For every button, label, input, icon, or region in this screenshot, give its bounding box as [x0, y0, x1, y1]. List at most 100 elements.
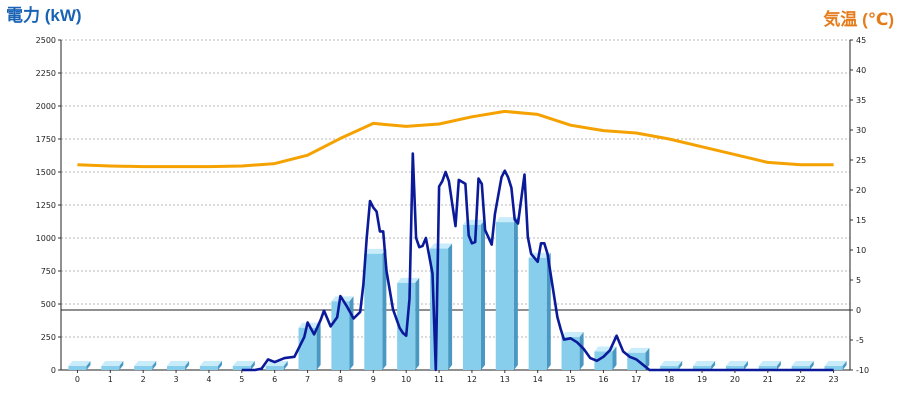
- bar: [199, 361, 222, 370]
- y2-tick-label: 35: [856, 96, 866, 105]
- y2-tick-label: 15: [856, 216, 866, 225]
- bar-front: [101, 366, 120, 370]
- bar-side: [678, 361, 683, 370]
- bar-side: [513, 217, 518, 370]
- y-tick-label: 1250: [36, 201, 56, 210]
- bar-side: [842, 361, 847, 370]
- y-tick-label: 2250: [36, 69, 56, 78]
- bar: [101, 361, 124, 370]
- y-tick-label: 1000: [36, 234, 56, 243]
- bar-top: [199, 361, 222, 367]
- bar-top: [265, 361, 288, 367]
- y-axis-ticks: 0 250 500 750 1000 1250 1500 1750 2000 2250 2500: [36, 36, 61, 375]
- bar-side: [776, 361, 781, 370]
- bar-side: [809, 361, 814, 370]
- x-tick-label: 21: [763, 375, 773, 384]
- bar: [232, 361, 255, 370]
- bar-side: [711, 361, 716, 370]
- bar: [167, 361, 190, 370]
- bar-front: [791, 366, 810, 370]
- x-tick-label: 4: [206, 375, 211, 384]
- bar: [495, 217, 518, 370]
- x-tick-label: 19: [697, 375, 707, 384]
- bar-front: [495, 222, 514, 370]
- y2-tick-label: 10: [856, 246, 866, 255]
- bar-side: [316, 322, 321, 370]
- x-tick-label: 23: [828, 375, 838, 384]
- bar-side: [283, 361, 288, 370]
- bar-top: [232, 361, 255, 367]
- bar-front: [824, 366, 843, 370]
- bar: [265, 361, 288, 370]
- y-tick-label: 0: [51, 366, 56, 375]
- bar-side: [579, 332, 584, 370]
- bar: [68, 361, 91, 370]
- bar: [528, 252, 551, 370]
- bar-top: [824, 361, 847, 367]
- bar-top: [725, 361, 748, 367]
- bar-front: [462, 224, 481, 370]
- bar: [693, 361, 716, 370]
- bar: [725, 361, 748, 370]
- x-axis-ticks: 0 1 2 3 4 5 6 7 8 9 10 11 12 13 14 15 16 17 18 19 20 21 22 23: [75, 370, 839, 384]
- power-line: [241, 152, 834, 372]
- bar: [134, 361, 157, 370]
- bar-top: [693, 361, 716, 367]
- bar-side: [448, 243, 453, 370]
- y2-tick-label: 0: [856, 306, 861, 315]
- bar-front: [660, 366, 679, 370]
- x-tick-label: 1: [108, 375, 113, 384]
- bar-side: [349, 296, 354, 370]
- bar-front: [693, 366, 712, 370]
- x-tick-label: 16: [598, 375, 608, 384]
- x-tick-label: 17: [631, 375, 641, 384]
- x-tick-label: 14: [533, 375, 543, 384]
- bar: [561, 332, 584, 370]
- bar-front: [594, 351, 613, 370]
- bar: [331, 296, 354, 370]
- bar: [791, 361, 814, 370]
- x-tick-label: 6: [272, 375, 277, 384]
- bar-top: [101, 361, 124, 367]
- y-tick-label: 2000: [36, 102, 56, 111]
- y-axis-title: 電力 (kW): [6, 5, 82, 25]
- bar-top: [68, 361, 91, 367]
- bar-side: [119, 361, 124, 370]
- bar-front: [199, 366, 218, 370]
- x-tick-label: 20: [730, 375, 740, 384]
- x-tick-label: 11: [434, 375, 444, 384]
- y2-tick-label: 45: [856, 36, 866, 45]
- y2-tick-label: -5: [856, 336, 864, 345]
- y-tick-label: 750: [41, 267, 56, 276]
- line-series: [77, 109, 834, 372]
- y2-tick-label: 40: [856, 66, 866, 75]
- bar-front: [528, 257, 547, 370]
- bar-top: [758, 361, 781, 367]
- bar-top: [134, 361, 157, 367]
- bar-side: [250, 361, 255, 370]
- x-tick-label: 0: [75, 375, 80, 384]
- bar-front: [364, 253, 383, 370]
- bar-side: [612, 346, 617, 370]
- bar: [660, 361, 683, 370]
- x-tick-label: 2: [141, 375, 146, 384]
- bar-front: [232, 366, 251, 370]
- bar-front: [68, 366, 87, 370]
- bar-top: [495, 217, 518, 223]
- bar-top: [660, 361, 683, 367]
- bar-side: [217, 361, 222, 370]
- bar-side: [152, 361, 157, 370]
- bar-top: [627, 347, 650, 353]
- bar-top: [561, 332, 584, 337]
- temperature-line: [77, 109, 834, 169]
- bar-front: [725, 366, 744, 370]
- x-tick-label: 9: [371, 375, 376, 384]
- bar-top: [397, 277, 420, 283]
- x-tick-label: 3: [174, 375, 179, 384]
- bar-series: [68, 217, 847, 370]
- bar-side: [546, 252, 551, 370]
- bar-top: [430, 243, 453, 249]
- bar-side: [185, 361, 190, 370]
- bar-front: [167, 366, 186, 370]
